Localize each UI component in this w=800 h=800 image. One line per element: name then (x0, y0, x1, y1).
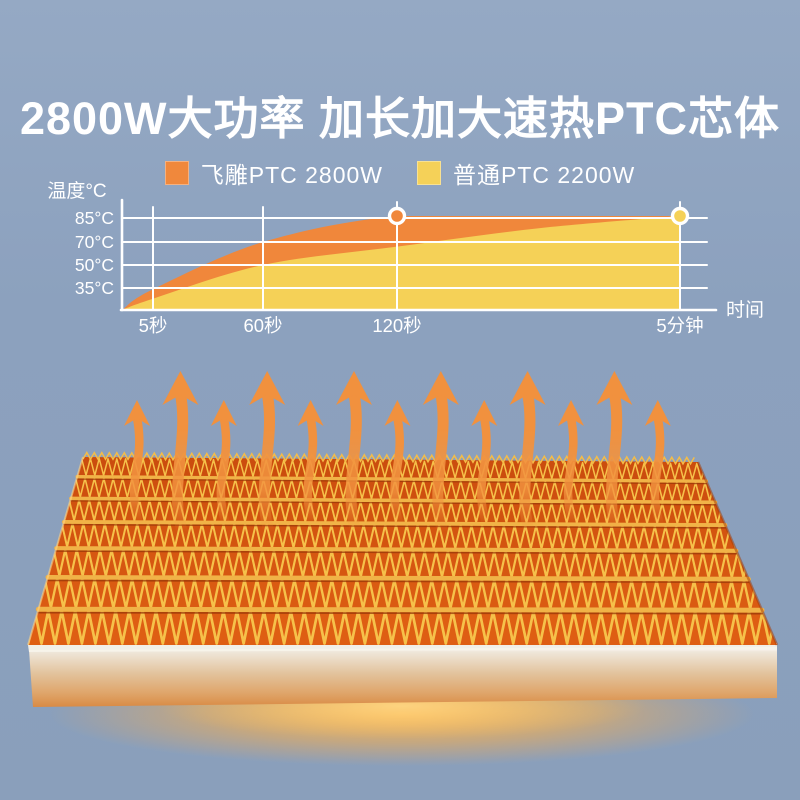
legend-item-feidiao-ptc: 飞雕PTC 2800W (164, 156, 383, 190)
heat-arrow-icon (297, 400, 324, 529)
y-tick-label: 50°C (75, 255, 114, 275)
legend-item-putong-ptc: 普通PTC 2200W (417, 156, 635, 190)
heat-arrow-icon (596, 371, 633, 538)
heat-arrow-icon (336, 371, 372, 538)
legend-swatch-yellow (417, 161, 441, 185)
heat-arrow-icon (210, 400, 237, 529)
y-tick-label: 85°C (75, 208, 114, 228)
chart-legend: 飞雕PTC 2800W 普通PTC 2200W (0, 156, 800, 190)
x-axis-label: 时间 (726, 299, 764, 321)
page-title: 2800W大功率 加长加大速热PTC芯体 (19, 93, 781, 144)
heat-arrow-icon (509, 371, 546, 538)
heat-arrow-icon (558, 400, 584, 529)
heat-arrows (124, 371, 671, 538)
heat-arrow-icon (249, 371, 286, 538)
series-marker-1 (670, 206, 690, 226)
heat-arrow-icon (162, 371, 199, 538)
y-tick-label: 70°C (75, 232, 114, 252)
series-area-1 (122, 216, 680, 310)
x-tick-label: 5秒 (139, 315, 168, 336)
legend-label-putong: 普通PTC 2200W (453, 162, 636, 188)
y-tick-label: 35°C (75, 278, 114, 298)
heat-arrow-icon (384, 400, 411, 529)
heat-arrow-icon (644, 400, 671, 529)
x-tick-label: 5分钟 (656, 315, 703, 336)
series-marker-0 (387, 206, 407, 226)
chart-gridlines (121, 201, 708, 311)
heat-arrow-icon (124, 400, 150, 529)
y-axis-label: 温度°C (47, 180, 106, 202)
heat-arrow-icon (471, 400, 498, 529)
legend-swatch-orange (164, 161, 189, 185)
heat-arrow-icon (422, 371, 459, 538)
chart-axes (119, 198, 718, 312)
x-tick-label: 60秒 (243, 315, 282, 336)
legend-label-feidiao: 飞雕PTC 2800W (200, 162, 383, 188)
heater-front-face (28, 643, 777, 707)
x-tick-label: 120秒 (372, 315, 421, 336)
